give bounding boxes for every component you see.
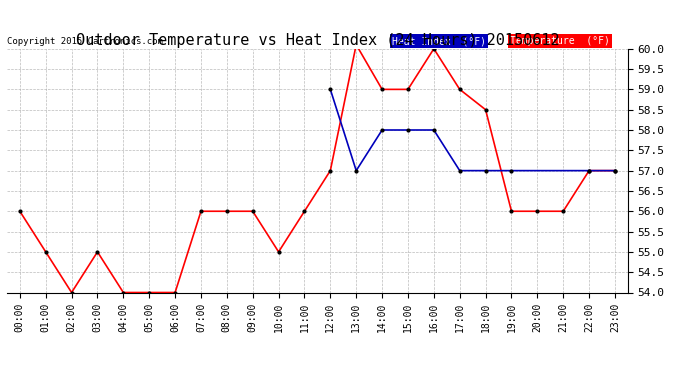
Text: Copyright 2015 Cartronics.com: Copyright 2015 Cartronics.com	[7, 38, 163, 46]
Text: Temperature  (°F): Temperature (°F)	[510, 36, 610, 46]
Text: Heat Index  (°F): Heat Index (°F)	[392, 36, 486, 46]
Title: Outdoor Temperature vs Heat Index (24 Hours) 20150612: Outdoor Temperature vs Heat Index (24 Ho…	[76, 33, 559, 48]
